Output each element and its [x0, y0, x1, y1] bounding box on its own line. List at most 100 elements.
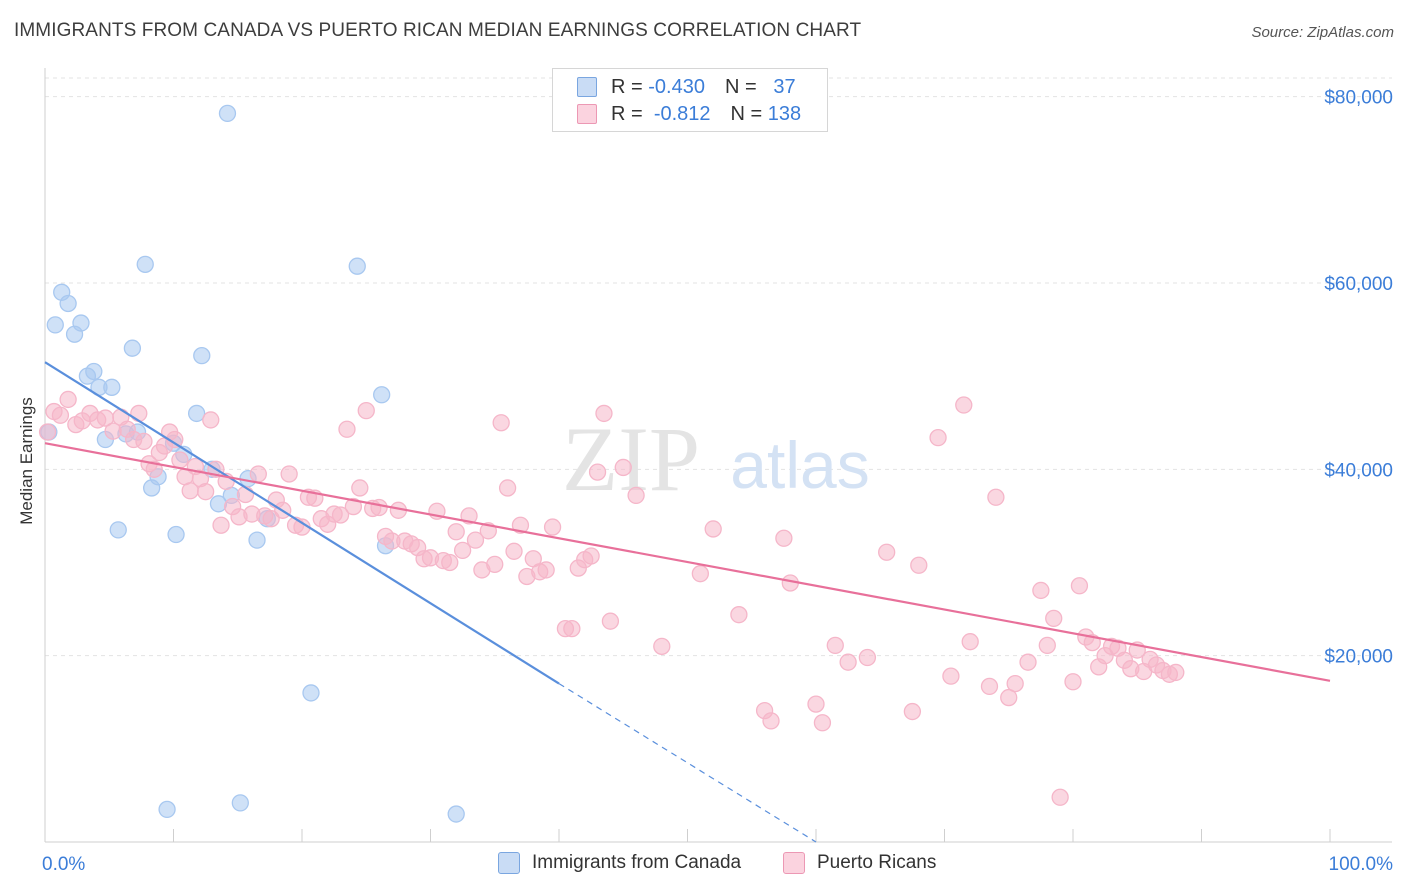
data-point [193, 346, 211, 365]
data-point [1019, 653, 1037, 671]
data-point [505, 542, 523, 560]
data-point [130, 404, 148, 423]
data-point [158, 800, 176, 819]
data-point [370, 498, 388, 517]
legend-swatch-canada [577, 77, 597, 97]
data-point [338, 420, 356, 438]
data-point [466, 531, 485, 549]
legend-n-label: N = [724, 75, 757, 98]
trend-line [44, 442, 1331, 682]
legend-r-label: R = [611, 102, 643, 125]
data-point [441, 553, 459, 572]
legend-r-value: -0.430 [648, 75, 705, 98]
bottom-legend-label-puerto-ricans: Puerto Ricans [817, 852, 937, 873]
data-point [145, 460, 163, 478]
data-point [1051, 788, 1069, 806]
data-point [614, 458, 632, 477]
data-point [212, 516, 230, 534]
data-point [1006, 674, 1024, 693]
data-point [1064, 673, 1082, 691]
data-point [955, 396, 973, 414]
chart-title: IMMIGRANTS FROM CANADA VS PUERTO RICAN M… [14, 20, 862, 41]
data-point [109, 521, 127, 539]
data-point [903, 702, 922, 721]
data-point [280, 465, 298, 483]
data-point [1038, 636, 1056, 655]
x-tick-labels: 0.0% 100.0% [42, 854, 1393, 875]
data-point [453, 541, 472, 560]
data-point [85, 362, 103, 381]
data-point [187, 404, 206, 423]
y-tick-label: $40,000 [1324, 460, 1393, 481]
data-point [775, 529, 793, 547]
bottom-legend-swatch-puerto-ricans [783, 852, 805, 874]
data-point [202, 411, 220, 429]
data-point [910, 556, 928, 574]
data-point [858, 648, 877, 667]
data-point [537, 561, 555, 579]
data-point [511, 516, 530, 534]
data-point [595, 404, 613, 423]
data-point [1032, 581, 1050, 600]
data-point [236, 485, 255, 504]
data-point [231, 794, 249, 812]
trend-line-extension [558, 683, 817, 843]
data-point [730, 606, 748, 624]
data-point [59, 294, 77, 313]
trend-lines [44, 361, 1331, 843]
data-point [331, 506, 350, 524]
legend-r-value: -0.812 [653, 102, 711, 125]
legend-r-label: R = [611, 75, 643, 98]
data-point [38, 423, 57, 441]
data-point [135, 432, 153, 451]
legend-item-puerto-ricans: Puerto Ricans [783, 852, 936, 874]
data-point [302, 684, 320, 702]
data-point [1000, 688, 1018, 707]
y-tick-label: $20,000 [1324, 647, 1393, 668]
grid-lines [45, 77, 1392, 657]
data-point [357, 401, 375, 420]
data-point [46, 316, 64, 334]
data-point [878, 543, 896, 561]
data-point [72, 314, 90, 332]
data-point [51, 406, 70, 424]
data-point [218, 104, 237, 123]
data-point [942, 667, 960, 685]
data-point [351, 479, 369, 497]
data-point [498, 479, 517, 497]
data-point [59, 390, 77, 409]
data-point [826, 636, 844, 655]
y-tick-label: $80,000 [1324, 88, 1393, 109]
data-point [929, 428, 947, 447]
data-point [196, 483, 215, 501]
data-point [348, 257, 366, 275]
data-point [486, 555, 504, 574]
legend-swatch-puerto-ricans [577, 104, 597, 124]
data-point [582, 547, 600, 565]
series-immigrants-from-canada [40, 104, 465, 823]
data-point [653, 637, 671, 655]
data-point [373, 386, 391, 404]
data-point [103, 378, 121, 396]
data-point [248, 531, 266, 549]
data-point [807, 695, 825, 713]
data-point [563, 619, 581, 638]
y-axis-label: Median Earnings [17, 397, 36, 525]
data-point [1045, 609, 1063, 628]
legend-n-value: 138 [767, 102, 802, 125]
data-point [601, 612, 620, 630]
data-point [1070, 577, 1089, 595]
x-tick-label-max: 100.0% [1329, 854, 1394, 875]
y-tick-label: $60,000 [1324, 274, 1393, 295]
data-point [961, 633, 979, 651]
data-point [344, 497, 363, 516]
data-point [839, 653, 857, 671]
data-point [813, 714, 832, 732]
data-point [492, 414, 510, 432]
trend-line [44, 361, 560, 685]
data-point [1167, 663, 1185, 682]
data-point [249, 465, 267, 483]
legend-n-value: 37 [773, 75, 796, 98]
source-label: Source: ZipAtlas.com [1251, 24, 1394, 41]
